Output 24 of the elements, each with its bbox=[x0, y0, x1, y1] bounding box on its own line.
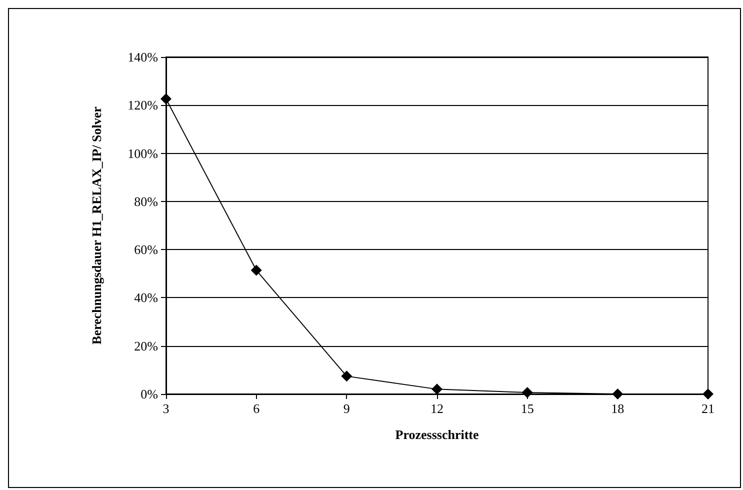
point bbox=[432, 384, 442, 395]
x-tick-label: 21 bbox=[702, 401, 714, 416]
x-tick-label: 15 bbox=[520, 401, 534, 416]
y-tick-label: 0% bbox=[140, 386, 158, 402]
x-tick-label: 9 bbox=[343, 401, 350, 416]
point bbox=[522, 387, 533, 398]
y-tick-label: 140% bbox=[128, 50, 158, 64]
y-tick-label: 40% bbox=[134, 290, 158, 306]
y-tick-label: 60% bbox=[134, 242, 158, 258]
y-tick-label: 100% bbox=[128, 146, 158, 161]
x-axis-title: Prozessschritte bbox=[395, 427, 479, 442]
y-axis-title: Berechnungsdauer H1_RELAX_IP/ Solver bbox=[89, 106, 104, 344]
y-tick-label: 20% bbox=[134, 338, 158, 354]
point bbox=[250, 264, 262, 276]
x-tick-label: 12 bbox=[430, 401, 444, 416]
point bbox=[612, 388, 624, 400]
x-tick-label: 6 bbox=[253, 401, 260, 416]
x-tick-label: 18 bbox=[611, 401, 624, 416]
point bbox=[702, 388, 714, 400]
point bbox=[160, 93, 172, 104]
point bbox=[341, 370, 352, 382]
x-tick-label: 3 bbox=[162, 401, 170, 416]
y-tick-label: 120% bbox=[128, 98, 158, 113]
y-tick-label: 80% bbox=[134, 194, 158, 209]
